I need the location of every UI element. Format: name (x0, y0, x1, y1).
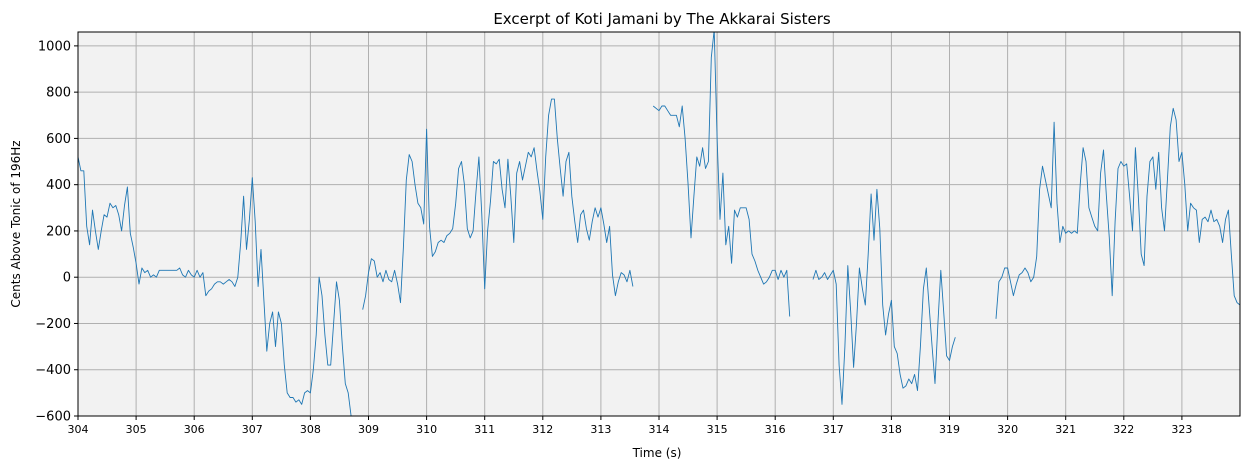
x-tick-label: 313 (590, 423, 611, 436)
x-tick-label: 305 (126, 423, 147, 436)
grid-lines (77, 32, 1240, 417)
x-tick-label: 320 (997, 423, 1018, 436)
y-tick-label: −600 (35, 410, 71, 425)
x-tick-label: 319 (939, 423, 960, 436)
x-tick-label: 304 (68, 423, 89, 436)
y-axis-label: Cents Above Tonic of 196Hz (9, 140, 23, 307)
x-tick-label: 309 (358, 423, 379, 436)
x-tick-label: 317 (823, 423, 844, 436)
x-tick-label: 308 (300, 423, 321, 436)
x-tick-label: 312 (532, 423, 553, 436)
pitch-line-segment (812, 188, 956, 405)
x-tick-label: 306 (184, 423, 205, 436)
y-tick-label: −200 (35, 317, 71, 332)
y-tick-label: −400 (35, 363, 71, 378)
x-tick-label: 323 (1171, 423, 1192, 436)
y-axis-ticks: −600 −400 −200 0 200 400 600 800 1000 (35, 39, 78, 425)
pitch-line-segment (78, 156, 352, 416)
chart-title: Excerpt of Koti Jamani by The Akkarai Si… (493, 10, 831, 28)
x-tick-label: 311 (474, 423, 495, 436)
x-axis-label: Time (s) (632, 446, 682, 460)
x-tick-label: 307 (242, 423, 263, 436)
x-tick-label: 314 (649, 423, 670, 436)
y-tick-label: 1000 (38, 39, 71, 54)
x-tick-label: 315 (707, 423, 728, 436)
y-tick-label: 400 (46, 178, 71, 193)
x-tick-label: 321 (1055, 423, 1076, 436)
y-tick-label: 600 (46, 132, 71, 147)
y-tick-label: 800 (46, 86, 71, 101)
y-tick-label: 200 (46, 224, 71, 239)
plot-area (77, 31, 1241, 417)
x-tick-label: 322 (1113, 423, 1134, 436)
x-tick-label: 316 (765, 423, 786, 436)
pitch-line-segment (652, 32, 791, 317)
x-tick-label: 318 (881, 423, 902, 436)
pitch-line-segment (362, 98, 634, 310)
series-group (78, 32, 1240, 416)
x-tick-label: 310 (416, 423, 437, 436)
pitch-line-segment (995, 107, 1240, 319)
y-tick-label: 0 (63, 271, 71, 286)
x-axis-ticks: 304 305 306 307 308 309 310 311 312 313 314 315 316 3… (68, 416, 1192, 436)
